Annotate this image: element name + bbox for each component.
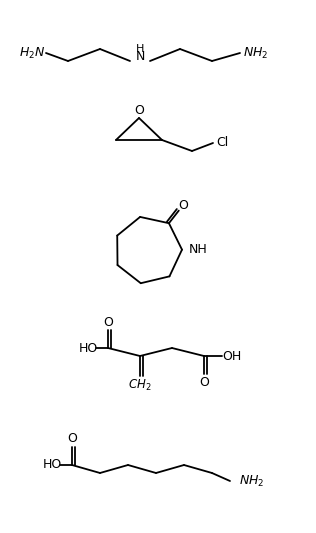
Text: O: O [199,376,209,389]
Text: $H_2N$: $H_2N$ [19,45,45,61]
Text: $NH_2$: $NH_2$ [239,473,265,489]
Text: O: O [103,316,113,328]
Text: Cl: Cl [216,136,228,149]
Text: $NH_2$: $NH_2$ [243,45,269,61]
Text: O: O [178,199,188,212]
Text: O: O [134,103,144,117]
Text: HO: HO [42,458,62,472]
Text: H: H [136,44,144,54]
Text: HO: HO [78,342,98,354]
Text: O: O [67,432,77,446]
Text: NH: NH [189,243,207,256]
Text: $CH_2$: $CH_2$ [128,377,152,392]
Text: N: N [135,51,145,63]
Text: OH: OH [222,350,242,362]
